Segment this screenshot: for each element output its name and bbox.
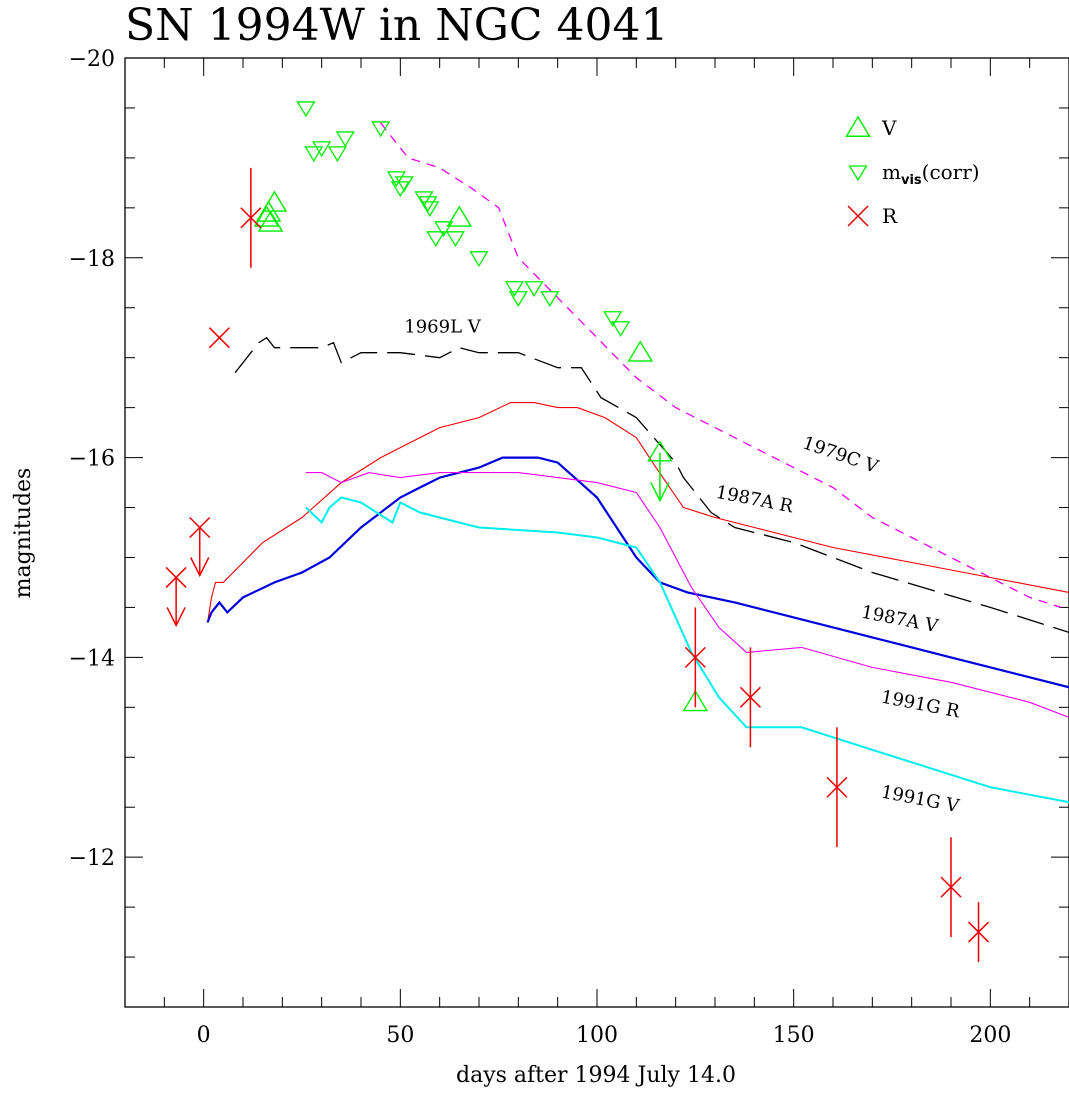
v-point	[446, 205, 473, 227]
x-tick-label: 0	[197, 1023, 211, 1048]
cross-stroke	[847, 205, 869, 227]
plot-frame	[124, 57, 1069, 1008]
x-tick-label: 200	[969, 1023, 1011, 1048]
limit-arrow-head	[650, 482, 670, 503]
mvis-point	[394, 176, 414, 193]
template-curve	[305, 472, 1069, 718]
mvis-point	[508, 291, 528, 308]
mvis-point	[371, 121, 391, 138]
mvis-point	[540, 291, 560, 308]
template-curve	[305, 496, 1069, 804]
limit-arrow-head	[166, 607, 186, 628]
template-curve-label: 1991G R	[879, 687, 961, 723]
legend-r-symbol	[847, 205, 869, 227]
legend-label: mvis(corr)	[882, 160, 980, 188]
r-point	[940, 876, 962, 898]
upper-limit-arrow	[190, 527, 210, 578]
mvis-point	[445, 231, 465, 248]
x-tick-label: 100	[576, 1023, 618, 1048]
template-curve-label: 1991G V	[879, 782, 961, 818]
v-point	[682, 689, 709, 712]
y-tick-label: −20	[69, 47, 115, 72]
template-curve	[234, 336, 1069, 634]
cross-stroke	[968, 921, 990, 943]
upper-limit-arrow	[650, 452, 670, 503]
template-curve	[207, 402, 1069, 623]
mvis-point	[312, 141, 332, 158]
mvis-point	[426, 231, 446, 248]
v-point	[253, 205, 280, 227]
r-point	[826, 776, 848, 798]
mvis-point	[304, 146, 324, 163]
mvis-point	[603, 311, 623, 327]
legend-label: V	[881, 116, 897, 140]
r-point	[684, 646, 706, 668]
mvis-point	[434, 221, 454, 238]
template-curve-label: 1987A R	[714, 482, 795, 518]
cross-stroke	[684, 646, 706, 668]
upper-limit-arrow	[166, 577, 186, 628]
y-tick-label: −16	[69, 447, 115, 472]
mvis-point	[414, 191, 434, 208]
y-tick-label: −14	[69, 646, 115, 671]
mvis-point	[524, 281, 544, 298]
template-curve-label: 1969L V	[404, 317, 481, 338]
mvis-point	[296, 101, 316, 118]
limit-arrow-head	[190, 557, 210, 578]
observed-points	[165, 101, 990, 963]
r-point	[240, 207, 262, 229]
mvis-point	[418, 196, 438, 213]
y-axis-label: magnitudes	[11, 468, 36, 599]
r-point	[739, 686, 761, 708]
r-point	[968, 921, 990, 943]
mvis-point	[335, 131, 355, 148]
mvis-point	[611, 321, 631, 337]
template-curves: 1979C V 1969L V 1987A R 1987A V 1991G R 1991G…	[206, 122, 1069, 818]
v-point	[627, 340, 654, 362]
mvis-point	[390, 181, 410, 198]
y-tick-label: −12	[69, 846, 115, 871]
template-curve	[206, 456, 1069, 689]
cross-stroke	[940, 876, 962, 898]
legend-subscript: vis	[901, 173, 922, 188]
cross-stroke	[240, 207, 262, 229]
mvis-point	[504, 281, 524, 298]
template-curve-label: 1987A V	[860, 602, 941, 638]
chart-title: SN 1994W in NGC 4041	[125, 0, 669, 51]
mvis-point	[420, 201, 440, 218]
r-point	[208, 327, 230, 349]
legend-label: R	[882, 204, 898, 228]
legend-v-symbol	[845, 115, 871, 137]
x-tick-label: 150	[773, 1023, 815, 1048]
v-point	[255, 200, 282, 222]
y-tick-label: −18	[69, 247, 115, 272]
axes: 0 50 100 150 200 −12 −14 −16 −18 −20	[69, 47, 1069, 1048]
x-tick-label: 50	[386, 1023, 414, 1048]
cross-stroke	[739, 686, 761, 708]
mvis-point	[386, 171, 406, 188]
template-curve-label: 1979C V	[800, 432, 882, 478]
cross-stroke	[826, 776, 848, 798]
cross-stroke	[208, 327, 230, 349]
legend-suffix: (corr)	[922, 160, 980, 184]
mvis-point	[469, 251, 489, 268]
template-curve	[380, 122, 1062, 609]
x-axis-label: days after 1994 July 14.0	[456, 1063, 736, 1088]
mvis-point	[327, 146, 347, 163]
legend-mvis-symbol	[848, 165, 868, 182]
